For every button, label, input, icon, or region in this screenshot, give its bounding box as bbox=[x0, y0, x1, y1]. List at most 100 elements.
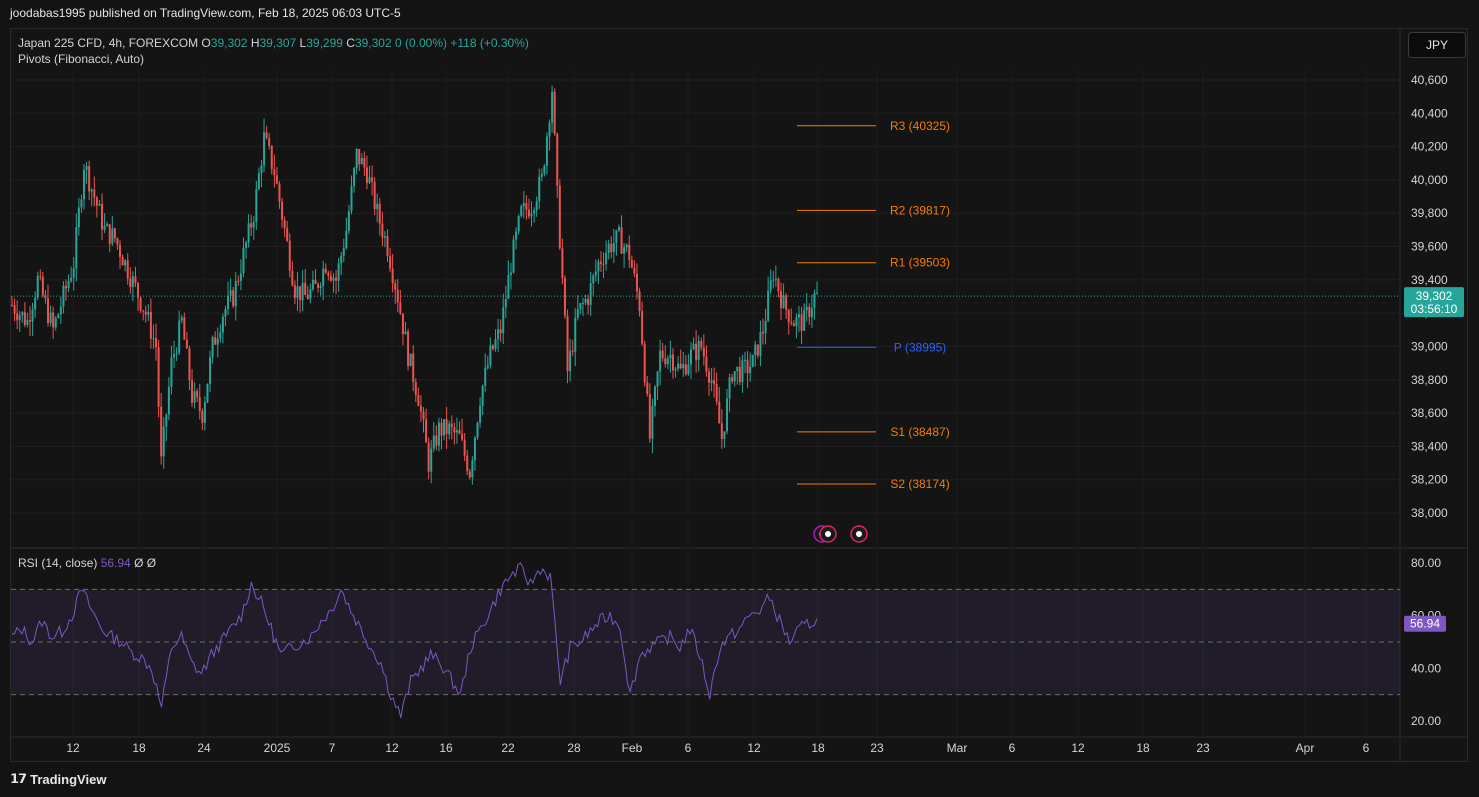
currency-button[interactable]: JPY bbox=[1408, 32, 1466, 58]
candle-body bbox=[62, 285, 65, 307]
candle-body bbox=[219, 332, 222, 339]
price-tick-label: 38,200 bbox=[1411, 473, 1448, 487]
rsi-tick-label: 80.00 bbox=[1411, 556, 1441, 570]
candle-body bbox=[551, 91, 554, 123]
candle-body bbox=[83, 169, 86, 200]
candle-body bbox=[52, 312, 55, 328]
candle-body bbox=[813, 293, 816, 309]
chart-frame bbox=[10, 28, 1468, 762]
candle-body bbox=[540, 173, 543, 177]
candle-body bbox=[707, 371, 710, 383]
candle-body bbox=[425, 419, 428, 443]
high-label: H bbox=[250, 36, 260, 50]
price-tick-label: 39,800 bbox=[1411, 206, 1448, 220]
rsi-legend[interactable]: RSI (14, close) 56.94 Ø Ø bbox=[18, 556, 156, 570]
time-tick-label: Feb bbox=[622, 741, 643, 755]
candle-body bbox=[741, 360, 744, 383]
candle-body bbox=[324, 268, 327, 273]
candle-body bbox=[692, 343, 695, 350]
candle-body bbox=[34, 297, 37, 310]
candle-body bbox=[607, 243, 610, 253]
candle-body bbox=[584, 299, 587, 303]
candle-body bbox=[317, 283, 320, 288]
candle-body bbox=[85, 166, 88, 170]
time-tick-label: 18 bbox=[811, 741, 825, 755]
candle-body bbox=[103, 226, 106, 230]
candle-body bbox=[576, 309, 579, 318]
candle-body bbox=[142, 310, 145, 312]
candle-body bbox=[214, 337, 217, 345]
candle-body bbox=[502, 307, 505, 334]
rsi-line bbox=[11, 562, 818, 719]
candle-body bbox=[628, 244, 631, 260]
candle-body bbox=[299, 286, 302, 301]
footer-brand[interactable]: 𝟭𝟳 TradingView bbox=[10, 771, 106, 787]
time-tick-label: 12 bbox=[66, 741, 80, 755]
rsi-tick-label: 40.00 bbox=[1411, 661, 1441, 675]
candle-body bbox=[275, 175, 278, 184]
candle-body bbox=[31, 309, 34, 322]
candle-body bbox=[59, 306, 62, 315]
candle-body bbox=[592, 275, 595, 284]
candle-body bbox=[792, 323, 795, 327]
candle-body bbox=[700, 341, 703, 348]
price-tick-label: 40,600 bbox=[1411, 73, 1448, 87]
candle-body bbox=[355, 148, 358, 169]
pivot-label: R2 (39817) bbox=[890, 203, 950, 217]
candle-body bbox=[733, 371, 736, 382]
candle-body bbox=[491, 345, 494, 349]
candle-body bbox=[728, 377, 731, 399]
candle-body bbox=[11, 304, 13, 306]
time-tick-label: 6 bbox=[1009, 741, 1016, 755]
indicator-legend[interactable]: Pivots (Fibonacci, Auto) bbox=[18, 52, 145, 66]
time-tick-label: 12 bbox=[385, 741, 399, 755]
time-tick-label: 24 bbox=[197, 741, 211, 755]
volume-change-value: +118 (+0.30%) bbox=[450, 36, 529, 50]
candle-body bbox=[365, 167, 368, 183]
candle-body bbox=[206, 383, 209, 403]
candle-body bbox=[203, 402, 206, 423]
candle-body bbox=[427, 442, 430, 472]
candle-body bbox=[414, 381, 417, 395]
time-tick-label: 22 bbox=[501, 741, 515, 755]
candle-body bbox=[193, 391, 196, 403]
candle-body bbox=[517, 215, 520, 232]
candle-body bbox=[787, 309, 790, 323]
candle-body bbox=[401, 313, 404, 335]
candle-body bbox=[332, 277, 335, 281]
candle-body bbox=[697, 341, 700, 360]
candle-body bbox=[795, 317, 798, 327]
candle-body bbox=[257, 173, 260, 189]
candle-body bbox=[515, 231, 518, 240]
candle-body bbox=[106, 224, 109, 227]
candle-body bbox=[761, 331, 764, 334]
price-tick-label: 39,600 bbox=[1411, 240, 1448, 254]
tradingview-logo-icon: 𝟭𝟳 bbox=[10, 771, 27, 786]
candle-body bbox=[816, 292, 818, 294]
candle-body bbox=[18, 315, 21, 321]
candle-body bbox=[347, 211, 350, 231]
candle-body bbox=[486, 365, 489, 368]
price-tick-label: 40,400 bbox=[1411, 106, 1448, 120]
candle-body bbox=[23, 312, 26, 325]
candle-body bbox=[530, 213, 533, 217]
candle-body bbox=[126, 260, 129, 279]
candle-body bbox=[111, 228, 114, 244]
candle-body bbox=[751, 354, 754, 367]
candle-body bbox=[535, 201, 538, 211]
pivot-lines: R3 (40325) R2 (39817) R1 (39503) P (38995) S… bbox=[797, 119, 950, 543]
candle-body bbox=[471, 460, 474, 478]
candle-body bbox=[437, 422, 440, 446]
candle-body bbox=[363, 158, 366, 168]
candle-body bbox=[481, 385, 484, 406]
candle-body bbox=[306, 294, 309, 299]
candle-body bbox=[561, 248, 564, 279]
candle-body bbox=[175, 352, 178, 355]
candle-body bbox=[54, 317, 57, 328]
candle-body bbox=[293, 285, 296, 298]
change-value: 0 (0.00%) bbox=[394, 36, 448, 50]
low-value: 39,299 bbox=[306, 36, 343, 50]
candle-body bbox=[779, 291, 782, 308]
